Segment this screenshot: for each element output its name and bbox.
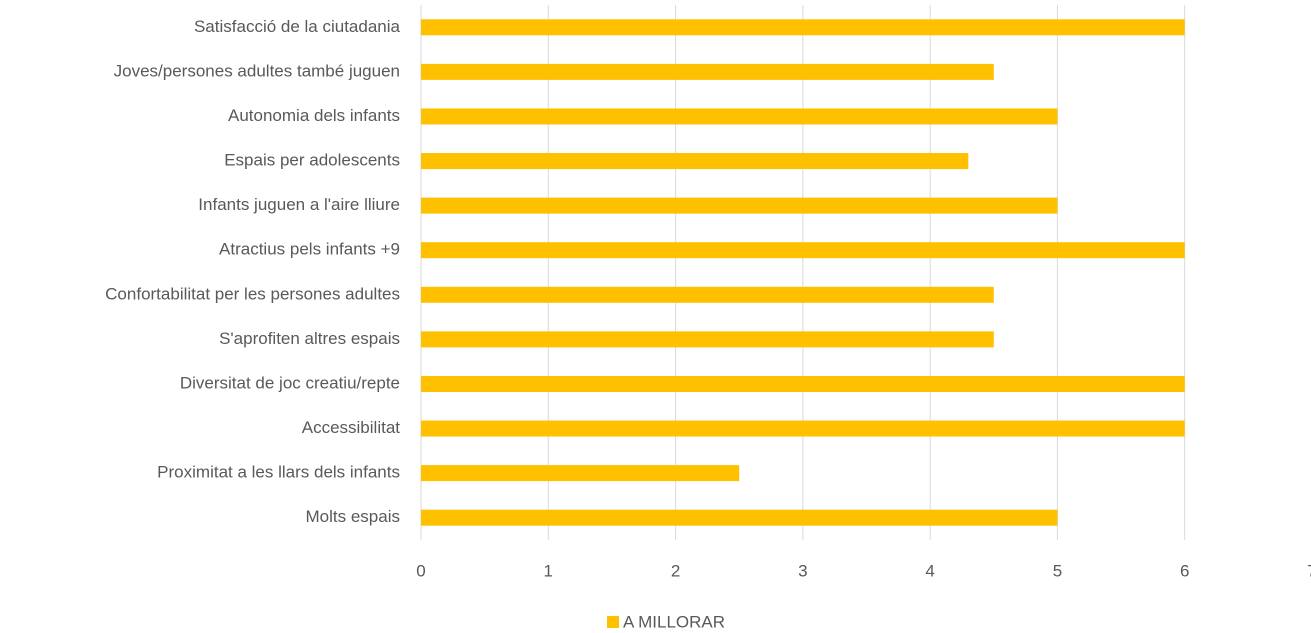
bar	[421, 286, 994, 303]
y-tick-label: S'aprofiten altres espais	[219, 329, 400, 348]
y-tick-label: Molts espais	[306, 507, 400, 526]
bar	[421, 465, 740, 482]
bar	[421, 509, 1058, 526]
x-tick-label: 0	[416, 561, 425, 580]
x-tick-label: 3	[798, 561, 807, 580]
y-tick-label: Satisfacció de la ciutadania	[194, 17, 401, 36]
bar	[421, 63, 994, 80]
y-tick-label: Accessibilitat	[302, 418, 401, 437]
bar	[421, 242, 1185, 259]
bar	[421, 331, 994, 348]
y-tick-label: Proximitat a les llars dels infants	[157, 463, 400, 482]
x-tick-label: 5	[1053, 561, 1062, 580]
bar	[421, 197, 1058, 214]
legend-label: A MILLORAR	[623, 612, 725, 631]
legend-swatch	[607, 616, 619, 628]
x-tick-label: 1	[544, 561, 553, 580]
bar	[421, 375, 1185, 392]
y-tick-label: Atractius pels infants +9	[219, 240, 400, 259]
bar	[421, 19, 1185, 36]
bar	[421, 420, 1185, 437]
y-tick-label: Espais per adolescents	[224, 151, 400, 170]
y-tick-label: Infants juguen a l'aire lliure	[198, 195, 400, 214]
bar	[421, 153, 969, 170]
x-tick-label: 6	[1180, 561, 1189, 580]
y-tick-label: Confortabilitat per les persones adultes	[105, 284, 400, 303]
x-tick-label: 2	[671, 561, 680, 580]
y-tick-label: Autonomia dels infants	[228, 106, 400, 125]
x-tick-label: 7	[1307, 561, 1311, 580]
bar	[421, 108, 1058, 125]
y-tick-label: Diversitat de joc creatiu/repte	[180, 373, 400, 392]
x-tick-label: 4	[925, 561, 934, 580]
y-tick-label: Joves/persones adultes també juguen	[114, 61, 400, 80]
